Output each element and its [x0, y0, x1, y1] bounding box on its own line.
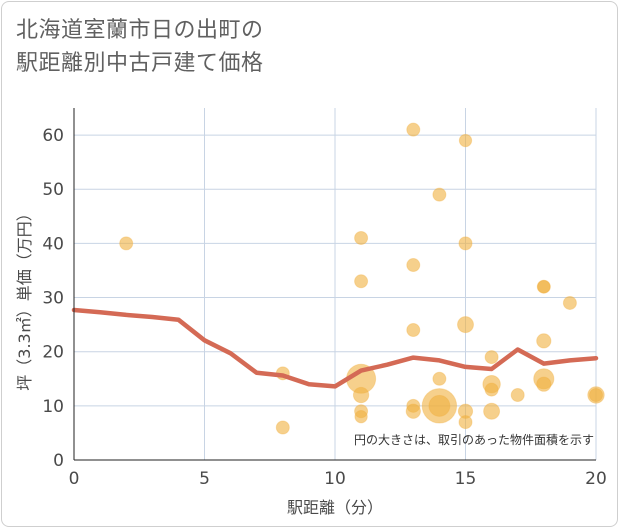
data-bubble [432, 187, 447, 202]
y-tick-label: 10 [42, 397, 64, 417]
data-bubble [484, 350, 499, 365]
data-bubble [483, 402, 501, 420]
axes: 0 5 10 15 20 0 10 20 30 40 50 60 [42, 108, 607, 489]
data-bubble [406, 258, 421, 273]
y-axis-label: 坪（3.3㎡）単価（万円） [15, 205, 34, 390]
x-tick-label: 10 [324, 469, 346, 489]
data-bubble [510, 388, 525, 403]
chart-title-line-1: 北海道室蘭市日の出町の [16, 18, 264, 43]
data-bubble [275, 420, 290, 435]
data-bubble [537, 280, 551, 294]
y-tick-label: 40 [42, 234, 64, 254]
data-bubble [484, 382, 499, 397]
size-note: 円の大きさは、取引のあった物件面積を示す [354, 432, 594, 447]
data-bubble [458, 133, 473, 148]
data-bubble [536, 376, 552, 392]
data-bubble [457, 316, 474, 334]
data-bubble [562, 295, 577, 310]
data-bubble [354, 230, 369, 245]
average-price-line [71, 307, 599, 389]
chart-title: 北海道室蘭市日の出町の 駅距離別中古戸建て価格 [16, 14, 264, 80]
y-tick-label: 30 [42, 289, 64, 309]
y-tick-label: 20 [42, 343, 64, 363]
chart-title-line-2: 駅距離別中古戸建て価格 [16, 51, 264, 76]
y-tick-label: 60 [42, 126, 64, 146]
data-bubble [458, 415, 473, 430]
data-bubble [406, 323, 421, 338]
data-bubble [536, 333, 552, 349]
data-bubble [354, 410, 368, 424]
data-bubble [458, 236, 473, 251]
data-bubble [589, 388, 603, 403]
data-bubble [405, 403, 421, 419]
average-line-layer [71, 307, 599, 389]
grid [74, 108, 597, 460]
y-tick-label: 50 [42, 180, 64, 200]
data-bubble [119, 236, 134, 251]
bubble-layer [119, 122, 605, 435]
data-bubble [352, 386, 370, 404]
x-tick-label: 15 [455, 469, 477, 489]
y-tick-label: 0 [53, 451, 64, 471]
x-tick-label: 5 [199, 469, 210, 489]
x-tick-label: 0 [69, 469, 80, 489]
data-bubble [428, 394, 451, 417]
data-bubble [354, 274, 369, 289]
data-bubble [406, 122, 421, 137]
data-bubble [432, 371, 447, 386]
x-tick-label: 20 [585, 469, 607, 489]
x-axis-label: 駅距離（分） [287, 498, 383, 517]
